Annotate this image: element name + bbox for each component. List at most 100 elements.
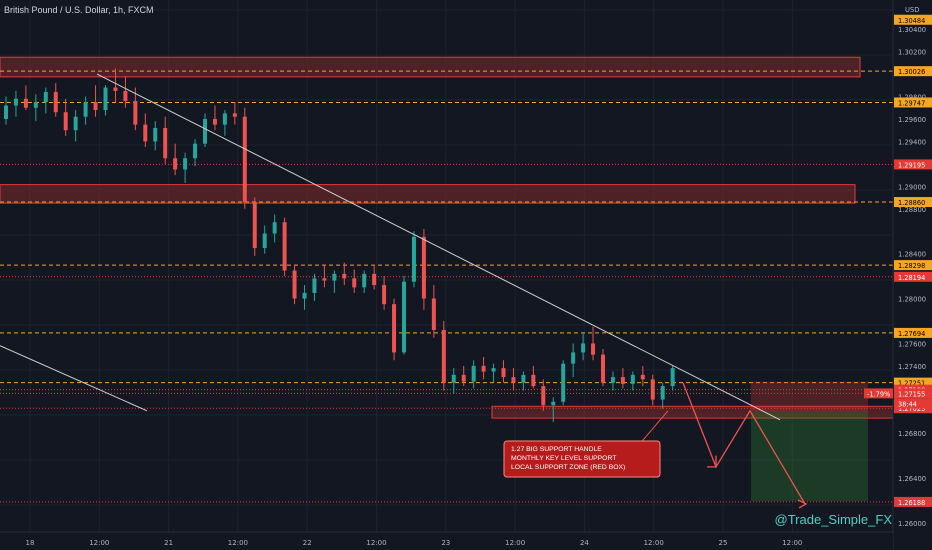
price-tag-text: 1.28860 [898, 199, 925, 207]
support-zone [0, 56, 861, 78]
candle-body [143, 124, 148, 142]
candle-body [183, 158, 188, 170]
candlestick-series [4, 68, 675, 423]
candle-body [342, 273, 347, 279]
time-axis-label: 18 [26, 539, 35, 547]
candle-body [601, 354, 605, 383]
time-axis-label: 12:00 [366, 539, 386, 547]
price-tag [894, 327, 932, 338]
axis-tick-label: 1.28800 [898, 206, 926, 214]
candle-body [411, 236, 416, 282]
candle-body [481, 365, 486, 372]
support-resistance-zones [0, 56, 894, 419]
candle-body [610, 377, 615, 383]
candle-body [113, 87, 118, 91]
candle-body [471, 365, 476, 382]
candle-body [670, 368, 675, 387]
candle-body [252, 202, 257, 249]
candle-body [153, 127, 158, 142]
time-axis-label: 24 [580, 539, 589, 547]
candle-body [521, 374, 526, 383]
price-tag [894, 97, 932, 108]
timer-tag-text: 38:44 [898, 400, 917, 408]
candle-body [103, 87, 108, 110]
percent-tag [864, 388, 893, 399]
price-tag [894, 260, 932, 271]
arrow-head [707, 455, 717, 468]
price-tag-text: 1.27694 [898, 330, 925, 338]
candle-body [13, 98, 18, 106]
candle-body [431, 298, 436, 330]
candle-body [591, 343, 596, 355]
candle-body [173, 158, 178, 170]
candle-body [421, 236, 426, 299]
time-axis: 18 12:00 21 12:00 22 12:00 23 12:00 24 12:00 25 12:… [0, 531, 893, 550]
candle-body [461, 374, 466, 382]
price-tag-text: 1.28194 [898, 274, 925, 282]
candle-body [531, 374, 536, 387]
take-profit-zone [751, 411, 868, 502]
price-tag [894, 159, 932, 170]
candle-body [322, 278, 327, 281]
price-tag-text: 1.27155 [898, 390, 925, 398]
candle-body [372, 273, 377, 286]
time-axis-label: 12:00 [505, 539, 525, 547]
candle-body [312, 278, 317, 293]
projection-arrow [682, 382, 806, 505]
candle-body [511, 377, 516, 383]
candle-body [640, 374, 645, 380]
top-price-tag-text: 1.30484 [898, 17, 925, 25]
axis-tick-label: 1.26000 [898, 520, 926, 528]
candle-body [620, 377, 625, 384]
candle-body [541, 386, 546, 406]
time-axis-label: 23 [441, 539, 450, 547]
position-tool [751, 381, 868, 502]
annotation-box [503, 440, 661, 478]
axis-tick-label: 1.28000 [898, 296, 926, 304]
price-tag [894, 377, 932, 388]
axis-tick-label: 1.29000 [898, 183, 926, 191]
author-watermark: @Trade_Simple_FX [774, 512, 892, 527]
candle-body [581, 343, 586, 353]
candle-body [501, 368, 506, 378]
horizontal-levels [0, 70, 893, 503]
candle-body [33, 102, 38, 108]
axis-tick-label: 1.27600 [898, 340, 926, 348]
candle-body [232, 113, 237, 117]
candle-body [650, 379, 655, 400]
axis-tick-label: 1.28400 [898, 251, 926, 259]
candle-body [441, 329, 446, 383]
stop-loss-zone [751, 381, 868, 412]
candle-body [551, 401, 556, 406]
time-axis-label: 25 [719, 539, 728, 547]
price-tag [894, 388, 932, 399]
price-tag [894, 271, 932, 282]
price-tag-text: 1.30026 [898, 68, 925, 76]
axis-tick-label: 1.27400 [898, 363, 926, 371]
price-tag [894, 496, 932, 507]
axis-tick-label: 1.26400 [898, 475, 926, 483]
candle-body [402, 281, 406, 353]
candle-body [123, 90, 128, 102]
price-tag-text: 1.27023 [898, 405, 925, 413]
time-axis-label: 12:00 [89, 539, 109, 547]
arrow-head [797, 499, 808, 509]
annotation-text: 1.27 BIG SUPPORT HANDLE [511, 446, 602, 453]
candle-body [392, 304, 397, 353]
axis-tick-label: 1.30400 [898, 26, 926, 34]
candle-body [222, 113, 227, 125]
axis-tick-label: 1.29600 [898, 116, 926, 124]
symbol-title: British Pound / U.S. Dollar, 1h, FXCM [4, 5, 154, 15]
candle-body [133, 101, 138, 125]
candle-body [4, 105, 8, 119]
candle-body [362, 273, 367, 288]
candle-body [571, 352, 576, 364]
candle-body [73, 116, 78, 131]
candle-body [352, 278, 357, 288]
candle-body [451, 374, 456, 383]
candle-body [262, 233, 267, 249]
price-tag-text: 1.29747 [898, 99, 925, 107]
time-axis-label: 21 [164, 539, 173, 547]
annotation-text: MONTHLY KEY LEVEL SUPPORT [511, 455, 616, 462]
